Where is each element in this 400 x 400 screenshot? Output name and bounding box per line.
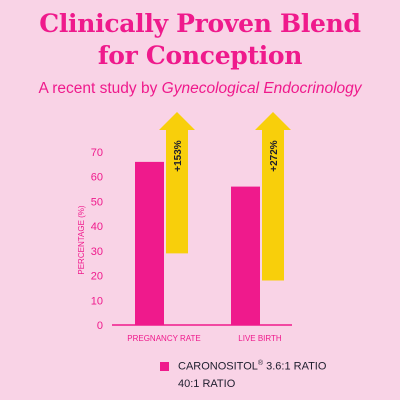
y-tick-label: 50 (91, 196, 103, 208)
bar-series-a (231, 186, 260, 325)
legend-swatch-series-b (160, 379, 169, 388)
y-tick-label: 60 (91, 172, 103, 184)
y-tick-label: 0 (97, 320, 103, 332)
legend-item-series-a: CARONOSITOL® 3.6:1 RATIO (160, 358, 326, 375)
y-tick-label: 20 (91, 271, 103, 283)
subtitle-source: Gynecological Endocrinology (161, 80, 362, 97)
x-tick-label: PREGNANCY RATE (127, 334, 201, 343)
y-tick-label: 70 (91, 147, 103, 159)
subtitle-prefix: A recent study by (38, 80, 162, 97)
y-axis: 0 10 20 30 40 50 60 70 (91, 147, 103, 332)
bar-series-b (159, 112, 195, 254)
y-axis-label: PERCENTAGE (%) (77, 205, 86, 275)
legend-item-series-b: 40:1 RATIO (160, 375, 326, 392)
x-tick-label: LIVE BIRTH (238, 334, 282, 343)
data-label: +272% (269, 140, 280, 172)
title-line-1: Clinically Proven Blend (39, 9, 361, 38)
page-title: Clinically Proven Blend for Conception (0, 8, 400, 72)
title-line-2: for Conception (97, 41, 303, 70)
legend-swatch-series-a (160, 362, 169, 371)
bars: +153% +272% (135, 112, 291, 325)
data-label: +153% (173, 140, 184, 172)
y-tick-label: 40 (91, 221, 103, 233)
legend: CARONOSITOL® 3.6:1 RATIO 40:1 RATIO (160, 358, 326, 392)
bar-series-b (255, 112, 291, 281)
subtitle: A recent study by Gynecological Endocrin… (0, 80, 400, 98)
bar-series-a (135, 161, 164, 325)
legend-label-series-a: CARONOSITOL® 3.6:1 RATIO (178, 360, 327, 373)
x-axis: PREGNANCY RATE LIVE BIRTH (112, 324, 292, 343)
y-tick-label: 30 (91, 246, 103, 258)
legend-label-series-b: 40:1 RATIO (178, 377, 236, 390)
y-tick-label: 10 (91, 295, 103, 307)
